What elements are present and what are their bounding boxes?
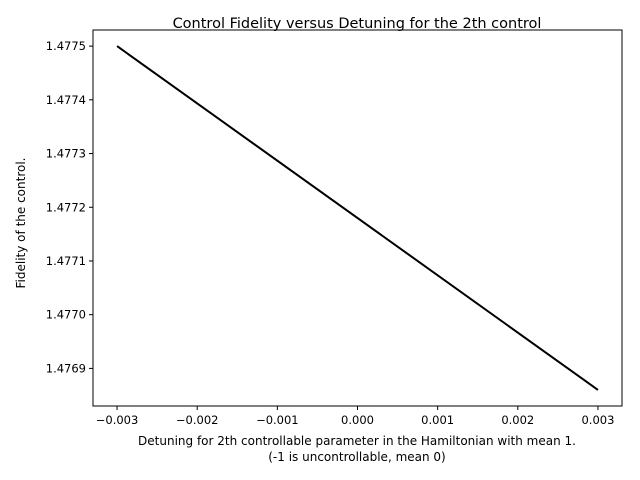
y-tick-label: 1.4769 bbox=[46, 361, 86, 375]
y-axis-ticks: 1.4769 1.4770 1.4771 1.4772 1.4773 1.4774 1.47… bbox=[46, 39, 93, 375]
x-tick-label: 0.000 bbox=[341, 413, 374, 427]
chart-title: Control Fidelity versus Detuning for the… bbox=[173, 16, 542, 32]
plot-area bbox=[116, 45, 599, 391]
x-tick-label: −0.002 bbox=[176, 413, 219, 427]
y-axis-label: Fidelity of the control. bbox=[14, 158, 28, 289]
x-tick-label: 0.001 bbox=[421, 413, 454, 427]
y-tick-label: 1.4775 bbox=[46, 39, 86, 53]
x-tick-label: 0.003 bbox=[581, 413, 614, 427]
axes-frame bbox=[92, 29, 623, 407]
y-tick-label: 1.4772 bbox=[46, 200, 86, 214]
fidelity-line bbox=[116, 45, 599, 391]
y-tick-label: 1.4770 bbox=[46, 308, 86, 322]
y-tick-label: 1.4773 bbox=[46, 147, 86, 161]
x-tick-label: 0.002 bbox=[501, 413, 534, 427]
y-tick-label: 1.4774 bbox=[46, 93, 86, 107]
y-tick-label: 1.4771 bbox=[46, 254, 86, 268]
x-tick-label: −0.001 bbox=[256, 413, 299, 427]
x-tick-label: −0.003 bbox=[96, 413, 139, 427]
x-axis-ticks: −0.003 −0.002 −0.001 0.000 0.001 0.002 0.003 bbox=[96, 406, 614, 427]
x-axis-label-subtitle: (-1 is uncontrollable, mean 0) bbox=[268, 450, 445, 464]
x-axis-label: Detuning for 2th controllable parameter … bbox=[138, 434, 576, 448]
